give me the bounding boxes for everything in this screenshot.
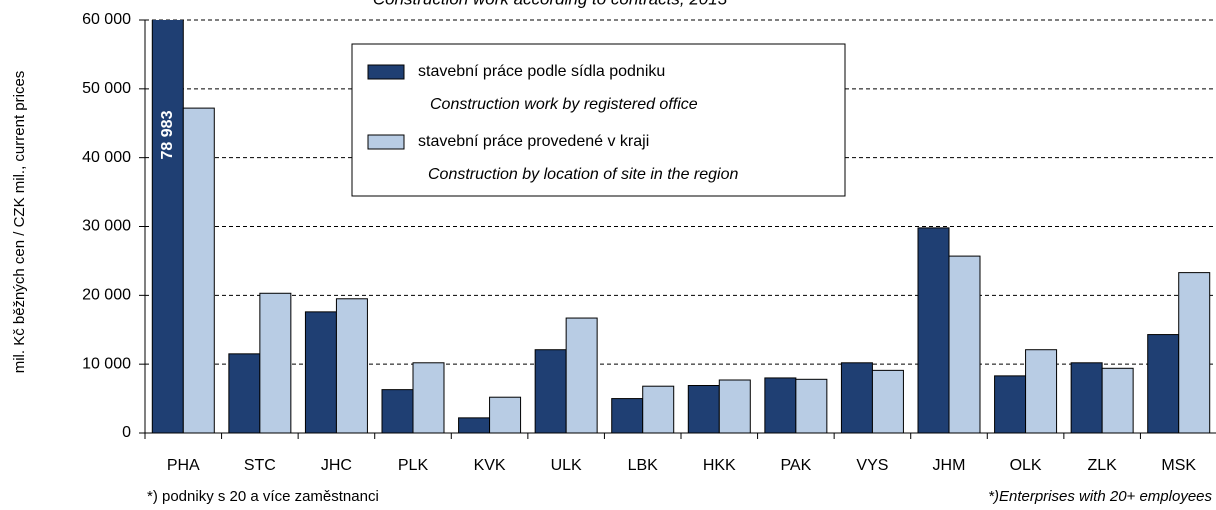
bar (917, 227, 950, 434)
bar (489, 396, 522, 434)
bar (687, 385, 720, 434)
y-tick-label: 30 000 (82, 218, 131, 235)
x-tick-label: OLK (1010, 457, 1042, 474)
bar (565, 317, 598, 434)
bar (795, 378, 828, 434)
bar (151, 20, 184, 434)
bar (718, 379, 751, 434)
bar (871, 369, 904, 434)
x-tick-label: PLK (398, 457, 429, 474)
bar (1101, 367, 1134, 434)
x-tick-label: PAK (780, 457, 811, 474)
x-tick-label: ZLK (1087, 457, 1117, 474)
x-tick-label: KVK (474, 457, 506, 474)
x-tick-label: JHC (321, 457, 352, 474)
x-tick-label: VYS (856, 457, 888, 474)
x-tick-label: JHM (933, 457, 966, 474)
legend-label: stavební práce provedené v kraji (418, 133, 649, 150)
bar (534, 349, 567, 434)
footnote: *)Enterprises with 20+ employees (988, 488, 1212, 505)
bar (458, 417, 491, 434)
chart-title: Construction work according to contracts… (373, 0, 728, 8)
bar (1178, 272, 1211, 434)
legend-box (351, 43, 846, 197)
bar (228, 353, 261, 434)
y-tick-label: 0 (122, 424, 131, 441)
data-label: 78 983 (159, 110, 176, 159)
x-tick-label: LBK (628, 457, 659, 474)
bar (259, 292, 292, 434)
bar (764, 377, 797, 434)
footnote: *) podniky s 20 a více zaměstnanci (147, 488, 379, 505)
legend: stavební práce podle sídla podniku Constr… (351, 43, 846, 197)
y-tick-label: 50 000 (82, 80, 131, 97)
bar (1070, 362, 1103, 434)
bar (335, 298, 368, 434)
bar (611, 398, 644, 434)
legend-swatch (367, 64, 405, 80)
bars (151, 20, 1211, 434)
x-tick-label: HKK (703, 457, 736, 474)
y-axis-label: mil. Kč běžných cen / CZK mil., current … (11, 71, 28, 374)
legend-sublabel: Construction by location of site in the … (428, 166, 739, 183)
y-tick-label: 60 000 (82, 11, 131, 28)
x-tick-label: PHA (167, 457, 200, 474)
bar (948, 255, 981, 434)
bar (304, 311, 337, 434)
y-tick-label: 10 000 (82, 355, 131, 372)
legend-sublabel: Construction work by registered office (430, 96, 698, 113)
bar (642, 385, 675, 434)
bar (994, 375, 1027, 434)
x-tick-label: ULK (551, 457, 582, 474)
x-tick-label: MSK (1161, 457, 1196, 474)
x-tick-label: STC (244, 457, 276, 474)
legend-label: stavební práce podle sídla podniku (418, 63, 665, 80)
bar (182, 107, 215, 434)
y-tick-label: 40 000 (82, 149, 131, 166)
bar (412, 362, 445, 434)
bar (1147, 334, 1180, 434)
bar (381, 389, 414, 434)
bar (1025, 349, 1058, 434)
legend-swatch (367, 134, 405, 150)
y-tick-label: 20 000 (82, 287, 131, 304)
bar (840, 362, 873, 434)
